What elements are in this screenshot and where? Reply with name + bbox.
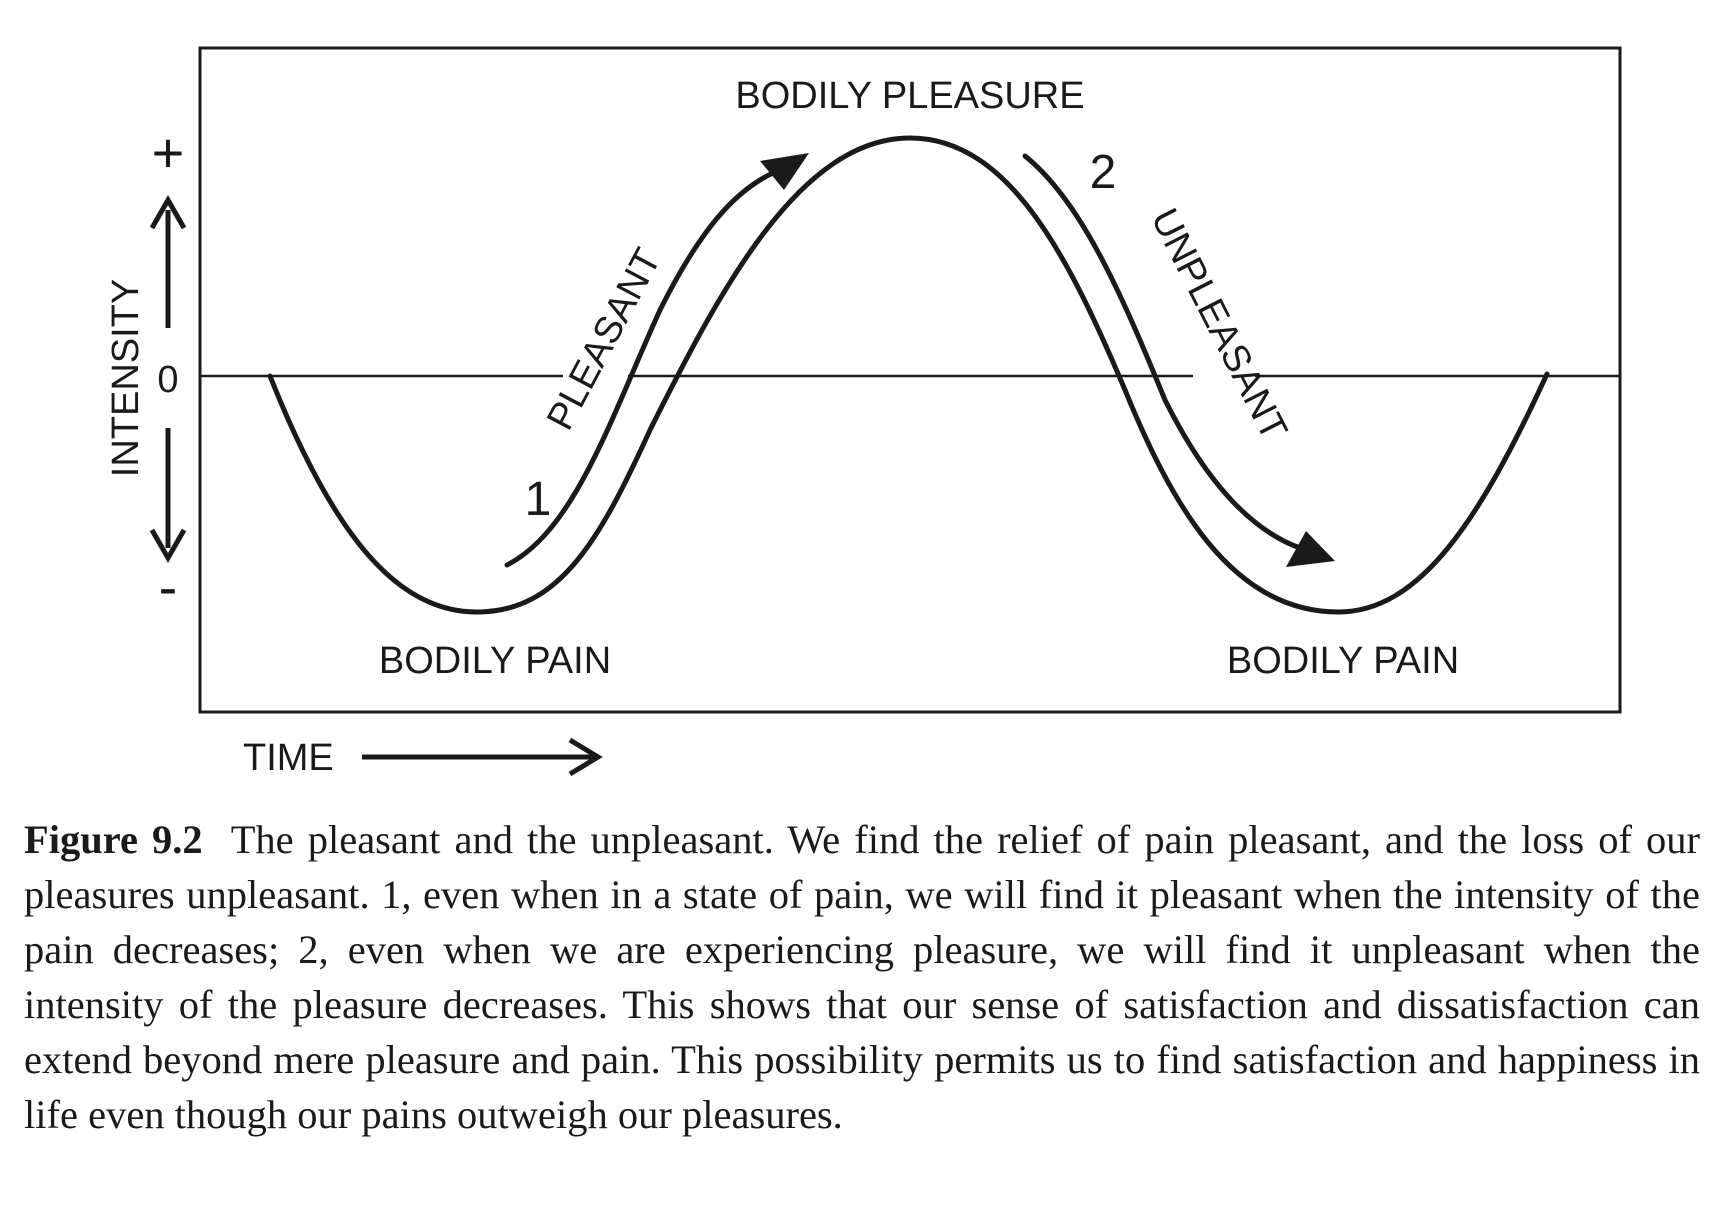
label-pleasant: PLEASANT bbox=[539, 242, 669, 437]
y-down-arrow-head bbox=[149, 528, 187, 564]
y-zero-label: 0 bbox=[157, 359, 178, 401]
unpleasant-arrow-shaft bbox=[1022, 153, 1303, 551]
caption-text: The pleasant and the unpleasant. We find… bbox=[24, 817, 1700, 1137]
marker-2: 2 bbox=[1090, 146, 1117, 199]
pleasure-pain-diagram: BODILY PLEASURE BODILY PAIN BODILY PAIN … bbox=[105, 46, 1622, 779]
pleasant-arrowhead bbox=[760, 153, 809, 190]
x-axis-label: TIME bbox=[243, 737, 334, 779]
label-unpleasant: UNPLEASANT bbox=[1142, 202, 1294, 447]
y-plus-label: + bbox=[152, 121, 185, 184]
x-arrow-head bbox=[568, 737, 603, 777]
unpleasant-arrowhead bbox=[1286, 531, 1335, 567]
intensity-wave bbox=[267, 135, 1550, 615]
label-bodily-pain-left: BODILY PAIN bbox=[379, 640, 611, 682]
pleasant-arrow-shaft bbox=[504, 169, 778, 568]
marker-1: 1 bbox=[525, 473, 552, 526]
y-up-arrow-head bbox=[149, 194, 187, 230]
label-bodily-pleasure: BODILY PLEASURE bbox=[735, 75, 1084, 117]
y-axis-label: INTENSITY bbox=[105, 279, 147, 477]
y-minus-label: - bbox=[159, 555, 178, 618]
label-bodily-pain-right: BODILY PAIN bbox=[1227, 640, 1459, 682]
plot-frame bbox=[198, 46, 1622, 714]
caption-figure-label: Figure 9.2 bbox=[24, 817, 203, 862]
figure-caption: Figure 9.2 The pleasant and the unpleasan… bbox=[24, 812, 1700, 1142]
